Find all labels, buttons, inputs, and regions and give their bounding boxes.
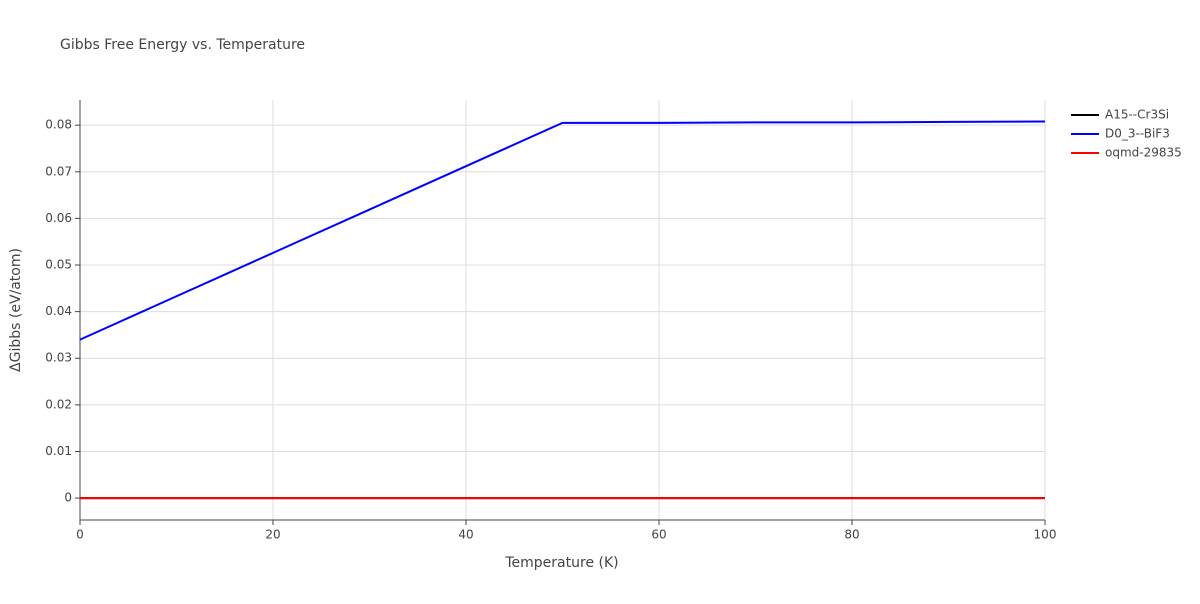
- y-tick-label: 0.01: [45, 444, 72, 458]
- x-tick-label: 100: [1034, 528, 1057, 542]
- y-tick-label: 0.03: [45, 351, 72, 365]
- x-axis-label: Temperature (K): [504, 555, 618, 571]
- x-tick-label: 80: [844, 528, 859, 542]
- y-tick-label: 0.02: [45, 397, 72, 411]
- y-tick-label: 0.07: [45, 164, 72, 178]
- legend-label: A15--Cr3Si: [1105, 108, 1169, 122]
- x-tick-label: 20: [265, 528, 280, 542]
- y-tick-label: 0.06: [45, 211, 72, 225]
- y-axis-label: ΔGibbs (eV/atom): [8, 248, 24, 372]
- y-tick-label: 0.05: [45, 258, 72, 272]
- x-tick-label: 40: [458, 528, 473, 542]
- chart-title: Gibbs Free Energy vs. Temperature: [60, 37, 305, 53]
- series-line: [79, 120, 1046, 341]
- x-tick-label: 60: [651, 528, 666, 542]
- x-tick-label: 0: [76, 528, 84, 542]
- legend-label: oqmd-29835: [1105, 146, 1182, 160]
- y-tick-label: 0.08: [45, 118, 72, 132]
- y-tick-label: 0.04: [45, 304, 72, 318]
- y-tick-label: 0: [64, 491, 72, 505]
- legend-label: D0_3--BiF3: [1105, 127, 1170, 141]
